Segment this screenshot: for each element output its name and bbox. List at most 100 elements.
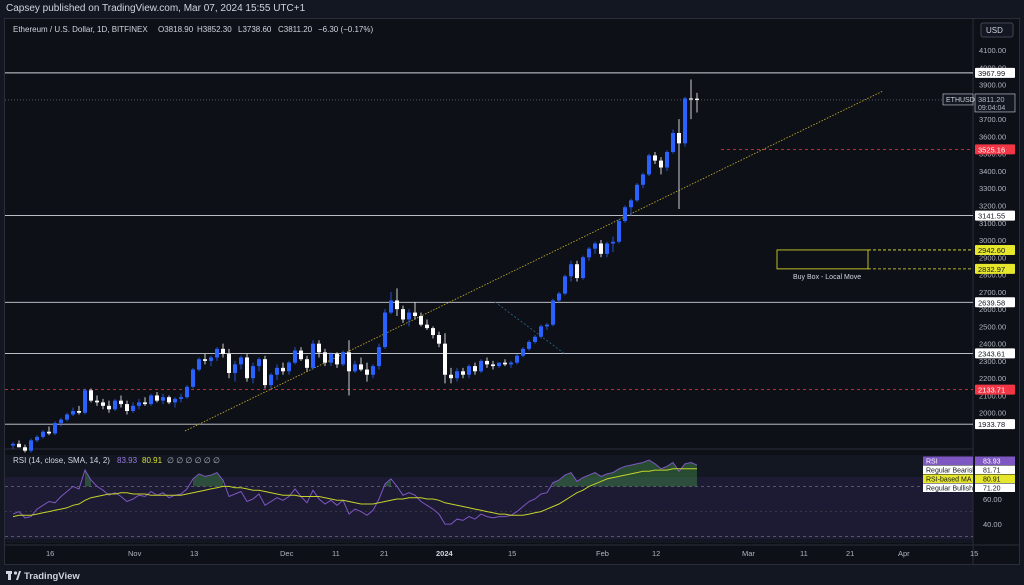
candle-body bbox=[311, 343, 315, 368]
level-tag: 3141.55 bbox=[978, 212, 1005, 221]
candle-body bbox=[317, 343, 321, 353]
rsi-line bbox=[12, 459, 698, 525]
price-tick-label: 2400.00 bbox=[979, 340, 1006, 349]
candle-body bbox=[299, 350, 303, 360]
candle-body bbox=[689, 98, 693, 100]
candle-body bbox=[617, 221, 621, 242]
level-tag-bg bbox=[975, 297, 1015, 308]
candle-body bbox=[35, 436, 39, 441]
rsi-tag-value: 80.91 bbox=[983, 477, 1001, 484]
candle-body bbox=[179, 397, 183, 399]
price-tick-label: 4100.00 bbox=[979, 46, 1006, 55]
time-tick-label: 11 bbox=[332, 549, 340, 558]
horizontal-levels bbox=[5, 72, 973, 425]
candle-body bbox=[497, 362, 501, 367]
candles bbox=[11, 79, 699, 453]
currency-button[interactable] bbox=[980, 22, 1014, 38]
candle-body bbox=[545, 324, 549, 327]
price-tick-label: 2700.00 bbox=[979, 288, 1006, 297]
candle-body bbox=[551, 300, 555, 325]
candle-body bbox=[671, 132, 675, 152]
candle-body bbox=[125, 404, 129, 412]
price-tick-label: 2600.00 bbox=[979, 305, 1006, 314]
candle-body bbox=[149, 395, 153, 405]
candle-body bbox=[683, 98, 687, 144]
time-tick-label: Mar bbox=[742, 549, 755, 558]
time-tick-label: 21 bbox=[380, 549, 388, 558]
rsi-tag-label-bg bbox=[923, 465, 973, 474]
publisher-line: Capsey published on TradingView.com, Mar… bbox=[6, 3, 306, 14]
price-tick-label: 3000.00 bbox=[979, 236, 1006, 245]
candle-body bbox=[107, 405, 111, 410]
candle-body bbox=[587, 248, 591, 258]
candle-body bbox=[569, 264, 573, 277]
chart-canvas[interactable]: Buy Box - Local Move 60.00 40.00 RSI 83.93 R… bbox=[5, 19, 1019, 564]
rsi-ma-line bbox=[12, 468, 697, 518]
time-axis[interactable]: 16 Nov 13 Dec 11 21 2024 15 Feb 12 Mar 11 21 Apr 15 bbox=[46, 549, 978, 558]
time-tick-label: 2024 bbox=[436, 549, 454, 558]
candle-body bbox=[47, 431, 51, 434]
candle-body bbox=[371, 366, 375, 375]
symbol-badge-bg bbox=[942, 93, 974, 106]
candle-body bbox=[95, 400, 99, 403]
candle-body bbox=[665, 151, 669, 168]
candle-body bbox=[515, 355, 519, 363]
candle-body bbox=[203, 359, 207, 361]
chart-frame[interactable]: Buy Box - Local Move 60.00 40.00 RSI 83.93 R… bbox=[4, 18, 1020, 565]
candle-body bbox=[173, 398, 177, 403]
candle-body bbox=[257, 359, 261, 367]
legend-low: L3738.60 bbox=[238, 25, 272, 34]
candle-body bbox=[53, 423, 57, 434]
rsi-tag-value: 71.20 bbox=[983, 486, 1001, 493]
buy-box-rect[interactable] bbox=[776, 249, 869, 270]
candle-body bbox=[89, 390, 93, 401]
candle-body bbox=[533, 336, 537, 342]
level-tag: 2343.61 bbox=[978, 349, 1005, 358]
level-tag-bg bbox=[975, 244, 1015, 255]
candle-body bbox=[113, 400, 117, 410]
rsi-legend-title: RSI (14, close, SMA, 14, 2) bbox=[13, 456, 110, 465]
candle-body bbox=[509, 362, 513, 365]
time-tick-label: Apr bbox=[898, 549, 910, 558]
candle-body bbox=[119, 400, 123, 405]
candle-body bbox=[131, 405, 135, 412]
candle-body bbox=[611, 241, 615, 244]
price-tick-label: 2200.00 bbox=[979, 374, 1006, 383]
candle-body bbox=[335, 354, 339, 365]
price-tick-label: 3700.00 bbox=[979, 115, 1006, 124]
time-tick-label: 16 bbox=[46, 549, 54, 558]
candle-body bbox=[395, 300, 399, 310]
price-tick-label: 2100.00 bbox=[979, 391, 1006, 400]
candle-body bbox=[503, 362, 507, 365]
price-tick-label: 3600.00 bbox=[979, 132, 1006, 141]
time-tick-label: 21 bbox=[846, 549, 854, 558]
footer-brand[interactable]: TradingView bbox=[0, 565, 200, 585]
candle-body bbox=[653, 155, 657, 161]
level-tag: 1933.78 bbox=[978, 420, 1005, 429]
price-tick-label: 2900.00 bbox=[979, 253, 1006, 262]
countdown-tag: 09:04:04 bbox=[978, 105, 1005, 112]
candle-body bbox=[65, 414, 69, 420]
candle-body bbox=[185, 386, 189, 398]
candle-body bbox=[71, 411, 75, 415]
candle-body bbox=[407, 312, 411, 320]
candle-body bbox=[491, 364, 495, 367]
candle-body bbox=[83, 390, 87, 413]
buy-box[interactable]: Buy Box - Local Move bbox=[776, 249, 973, 281]
price-tick-label: 2300.00 bbox=[979, 357, 1006, 366]
rsi-tag-value-bg bbox=[975, 474, 1015, 483]
candle-body bbox=[233, 364, 237, 374]
candle-body bbox=[191, 369, 195, 387]
candle-body bbox=[347, 352, 351, 372]
candle-body bbox=[281, 367, 285, 372]
level-tag-bg bbox=[975, 348, 1015, 359]
buy-box-label: Buy Box - Local Move bbox=[793, 274, 861, 281]
candle-body bbox=[659, 160, 663, 168]
time-tick-label: Dec bbox=[280, 549, 294, 558]
candle-body bbox=[251, 366, 255, 379]
candle-body bbox=[641, 174, 645, 185]
rsi-band-fill bbox=[5, 477, 973, 539]
candle-body bbox=[461, 371, 465, 375]
brand-name: TradingView bbox=[24, 571, 80, 582]
candle-body bbox=[275, 367, 279, 375]
